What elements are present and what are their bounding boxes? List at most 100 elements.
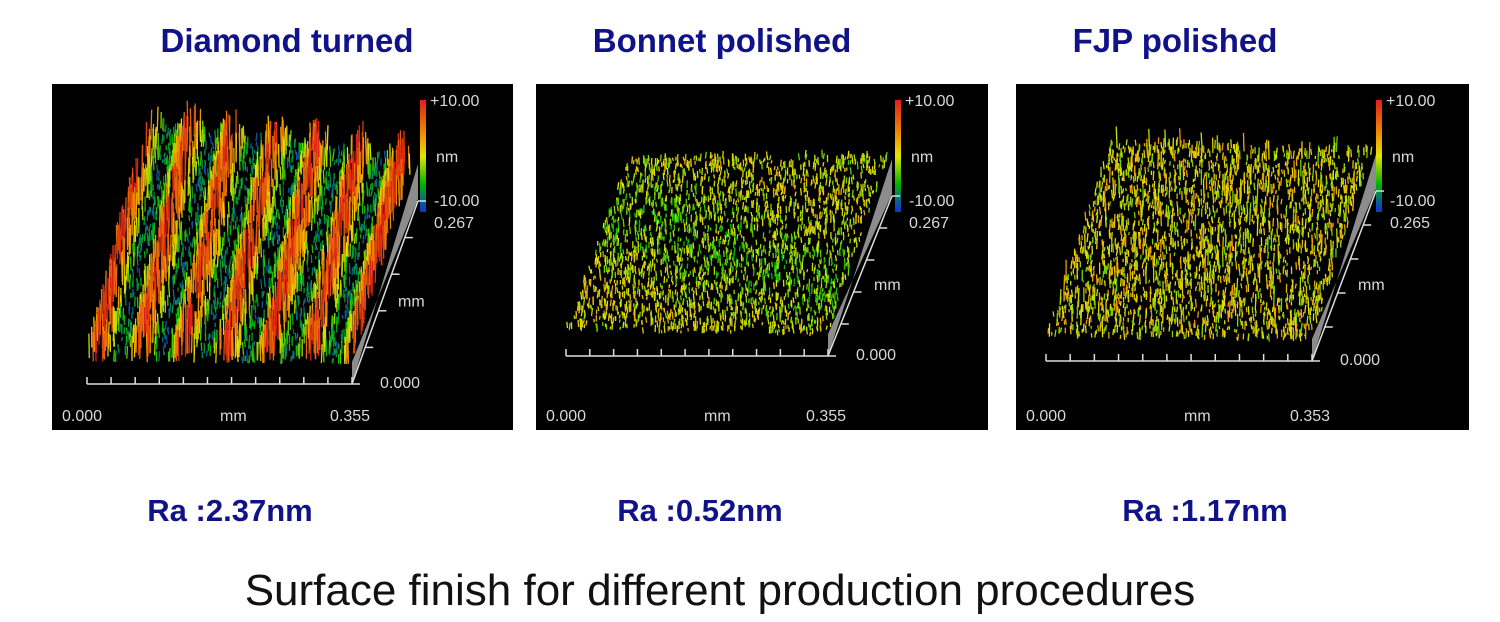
surface-spike (585, 294, 586, 298)
surface-spike (748, 251, 749, 254)
surface-spike (268, 116, 269, 144)
surface-spike (782, 300, 783, 308)
surface-spike (612, 286, 613, 291)
surface-spike (714, 214, 715, 221)
surface-spike (627, 180, 628, 187)
surface-spike (775, 219, 776, 224)
surface-spike (645, 178, 646, 183)
surface-spike (148, 241, 149, 246)
surface-spike (182, 285, 183, 298)
surface-spike (649, 174, 650, 179)
surface-spike (303, 143, 304, 158)
color-bar (420, 100, 426, 212)
surface-spike (849, 193, 850, 198)
surface-spike (136, 217, 137, 237)
scale-max: +10.00 (430, 93, 479, 110)
surface-spike (609, 209, 610, 217)
surface-spike (668, 256, 669, 262)
surface-spike (843, 279, 844, 285)
surface-spike (145, 251, 146, 258)
surface-spike (785, 171, 786, 179)
surface-spike (677, 297, 678, 301)
surface-spike (207, 264, 208, 291)
surface-spike (348, 334, 349, 363)
surface-spike (224, 330, 225, 361)
surface-spike (650, 167, 651, 173)
surface-spike (247, 334, 248, 341)
surface-spike (182, 126, 183, 159)
surface-spike (381, 237, 382, 266)
surface-spike (183, 189, 184, 210)
surface-spike (783, 195, 784, 201)
surface-spike (693, 168, 694, 173)
surface-spike (103, 284, 104, 311)
surface-spike (705, 152, 706, 159)
surface-spike (687, 300, 688, 307)
surface-spike (373, 206, 374, 212)
surface-spike (194, 345, 195, 362)
surface-spike (259, 194, 260, 226)
surface-spike (174, 297, 175, 305)
surface-spike (320, 230, 321, 235)
z-min: 0.000 (856, 347, 896, 364)
surface-spike (714, 298, 715, 305)
surface-spike (708, 261, 709, 267)
surface-spike (377, 229, 378, 263)
surface-spike (792, 255, 793, 261)
surface-spike (371, 260, 372, 293)
surface-spike (824, 231, 825, 239)
surface-spike (626, 193, 627, 200)
surface-spike (794, 278, 795, 286)
surface-spike (117, 230, 118, 259)
surface-spike (807, 269, 808, 272)
surface-spike (831, 167, 832, 173)
surface-spike (345, 294, 346, 303)
surface-spike (257, 297, 258, 307)
surface-spike (177, 187, 178, 219)
surface-spike (601, 301, 602, 308)
surface-spike (739, 263, 740, 268)
surface-spike (784, 162, 785, 168)
surface-spike (767, 156, 768, 161)
surface-spike (641, 184, 642, 192)
surface-spike (746, 309, 747, 314)
surface-spike (318, 166, 319, 188)
surface-spike (149, 190, 150, 200)
surface-spike (749, 299, 750, 303)
surface-spike (602, 296, 603, 304)
surface-spike (109, 266, 110, 299)
surface-spike (200, 156, 201, 167)
surface-spike (653, 237, 654, 245)
surface-spike (205, 166, 206, 175)
surface-spike (728, 159, 729, 167)
surface-spike (324, 187, 325, 196)
surface-plot: +10.00nm-10.000.267mm0.0000.000mm0.355 (536, 84, 988, 430)
surface-spike (786, 224, 787, 229)
surface-spike (173, 276, 174, 288)
surface-spike (615, 211, 616, 214)
surface-spike (390, 197, 391, 229)
surface-spike (777, 275, 778, 283)
surface-spike (833, 305, 834, 309)
surface-spike (763, 269, 764, 275)
surface-spike (237, 343, 238, 362)
surface-spike (648, 277, 649, 281)
surface-spike (626, 277, 627, 280)
surface-spike (728, 240, 729, 246)
surface-spike (253, 159, 254, 166)
surface-spike (656, 202, 657, 207)
surface-spike (645, 233, 646, 241)
surface-spike (383, 225, 384, 259)
surface-spike (753, 264, 754, 270)
surface-spike (824, 292, 825, 297)
surface-spike (777, 245, 778, 253)
surface-spike (353, 246, 354, 257)
ra-value: Ra :2.37nm (147, 493, 312, 528)
surface-spike (753, 174, 754, 181)
surface-spike (746, 242, 747, 248)
surface-spike (870, 192, 871, 197)
surface-spike (733, 199, 734, 205)
surface-spike (818, 233, 819, 239)
surface-spike (611, 243, 612, 248)
surface-spike (746, 283, 747, 291)
